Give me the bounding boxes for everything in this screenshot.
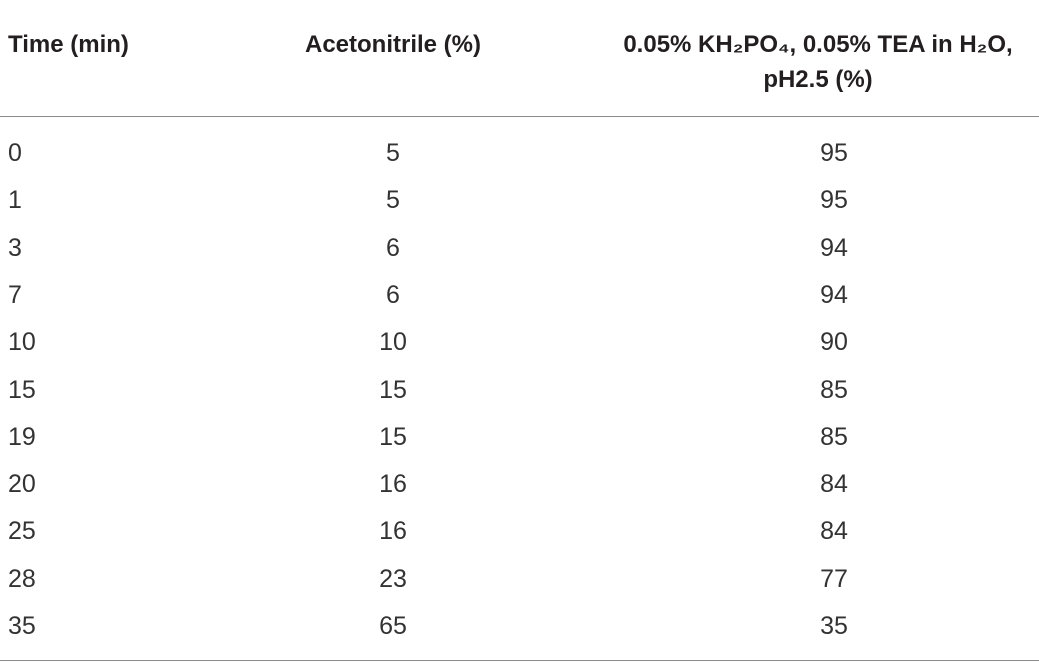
- table-cell: 15: [8, 375, 36, 404]
- table-cell: 1: [8, 186, 22, 215]
- table-cell: 65: [379, 612, 407, 640]
- table-cell: 5: [386, 139, 400, 167]
- table-cell: 28: [8, 564, 36, 593]
- table-cell: 0: [8, 139, 22, 167]
- table-cell: 3: [8, 233, 22, 262]
- table-cell: 20: [8, 470, 36, 499]
- table-cell: 6: [386, 280, 400, 309]
- table-cell: 7: [8, 280, 22, 309]
- table-cell: 10: [8, 328, 36, 357]
- table-cell: 6: [386, 233, 400, 262]
- table-cell: 95: [820, 186, 848, 215]
- table-cell: 15: [379, 422, 407, 451]
- table-cell: 84: [820, 517, 848, 546]
- bottom-rule: [0, 660, 1039, 661]
- table-cell: 94: [820, 233, 848, 262]
- table-cell: 19: [8, 422, 36, 451]
- table-cell: 35: [820, 612, 848, 640]
- table-cell: 85: [820, 422, 848, 451]
- table-cell: 25: [8, 517, 36, 546]
- table-cell: 84: [820, 470, 848, 499]
- table-cell: 77: [820, 564, 848, 593]
- table-cell: 16: [379, 517, 407, 546]
- table-cell: 23: [379, 564, 407, 593]
- table-cell: 85: [820, 375, 848, 404]
- table-cell: 94: [820, 280, 848, 309]
- header-cell: Time (min): [8, 31, 129, 58]
- table-cell: 5: [386, 186, 400, 215]
- table-cell: 10: [379, 328, 407, 357]
- header-cell: Acetonitrile (%): [304, 31, 481, 58]
- table-cell: 16: [379, 470, 407, 499]
- table-cell: 35: [8, 612, 36, 640]
- table-cell: 90: [820, 328, 848, 357]
- table-cell: 95: [820, 139, 848, 167]
- header-cell: 0.05% KH₂PO₄, 0.05% TEA in H₂O, pH2.5 (%…: [623, 31, 1013, 93]
- table-cell: 15: [379, 375, 407, 404]
- header-rule: [0, 116, 1039, 117]
